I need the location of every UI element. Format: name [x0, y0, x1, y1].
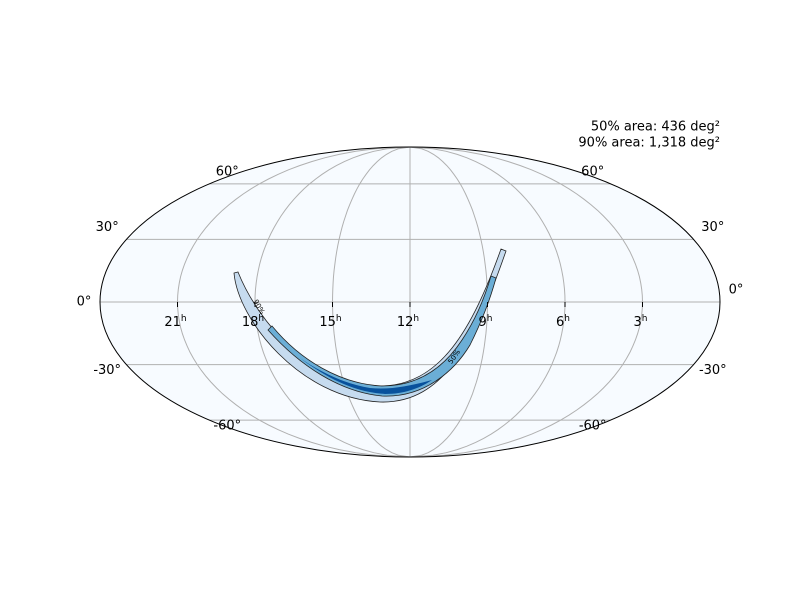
ra-hours: 18 [242, 315, 259, 330]
ra-label: 6h [556, 314, 570, 330]
ra-unit: h [181, 314, 187, 324]
dec-label: 0° [729, 283, 744, 298]
ra-label: 15h [319, 314, 341, 330]
area-50: 50% area: 436 deg² [591, 120, 720, 135]
sky-outline [99, 146, 721, 458]
ra-unit: h [564, 314, 570, 324]
ra-hours: 21 [164, 315, 181, 330]
dec-label: -60° [579, 419, 607, 434]
dec-label: 30° [96, 220, 119, 235]
ra-label: 12h [397, 314, 419, 330]
ra-hours: 9 [479, 315, 487, 330]
probability-region: 90% 50% [233, 248, 507, 403]
dec-label: 60° [216, 164, 239, 179]
dec-label: -60° [213, 419, 241, 434]
ra-hours: 6 [556, 315, 564, 330]
dec-label: -30° [699, 363, 727, 378]
dec-label: 60° [581, 164, 604, 179]
ra-unit: h [336, 314, 342, 324]
ra-hours: 3 [634, 315, 642, 330]
ra-unit: h [258, 314, 264, 324]
ra-label: 3h [634, 314, 648, 330]
ra-label: 9h [479, 314, 493, 330]
dec-label: 30° [701, 220, 724, 235]
ra-hours: 15 [319, 315, 336, 330]
ra-unit: h [642, 314, 648, 324]
contour-50 [267, 275, 497, 397]
ra-unit: h [487, 314, 493, 324]
ra-hours: 12 [397, 315, 414, 330]
ra-unit: h [413, 314, 419, 324]
area-90: 90% area: 1,318 deg² [578, 136, 720, 151]
dec-label: -30° [93, 363, 121, 378]
ra-label: 21h [164, 314, 186, 330]
ra-label: 18h [242, 314, 264, 330]
dec-label: 0° [77, 295, 92, 310]
